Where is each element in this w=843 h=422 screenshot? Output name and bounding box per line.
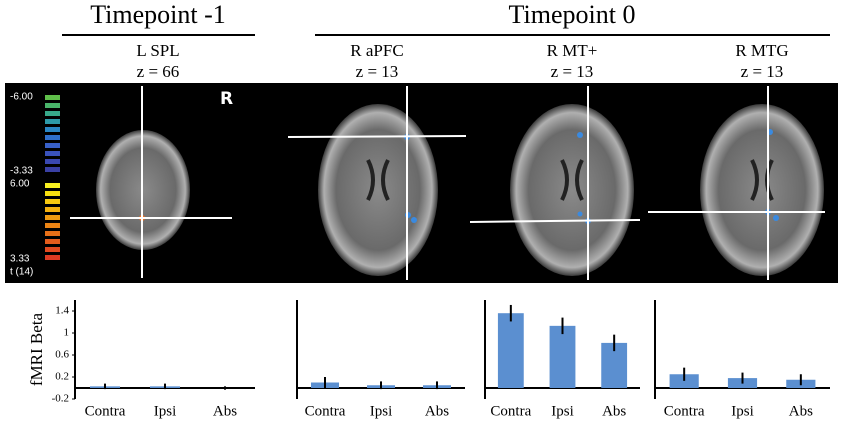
y-axis-label: fMRI Beta [27,312,46,386]
colorbar-label: -3.33 [10,166,33,177]
y-tick-label: 0.2 [55,371,69,383]
slice-label: z = 13 [356,62,399,81]
slice-label: z = 13 [741,62,784,81]
slice-label: z = 66 [137,62,180,81]
x-tick-label: Abs [213,403,237,419]
y-tick-label: 0.6 [55,349,69,361]
region-label: L SPL [136,41,179,60]
bar [497,313,524,388]
x-tick-label: Ipsi [731,403,754,419]
y-tick-label: 1 [64,327,70,339]
region-label: R aPFC [350,41,403,60]
colorbar [45,95,60,260]
x-tick-label: Contra [490,403,531,419]
region-label: R MT+ [547,41,598,60]
y-tick-label: -0.2 [52,393,69,405]
timepoint-header: Timepoint 0 [509,0,636,29]
slice-label: z = 13 [551,62,594,81]
x-tick-label: Contra [85,403,126,419]
y-tick-label: 1.4 [55,305,69,317]
x-tick-label: Contra [305,403,346,419]
x-tick-label: Ipsi [370,403,393,419]
x-tick-label: Abs [425,403,449,419]
colorbar-label: 3.33 [10,254,30,265]
x-tick-label: Ipsi [551,403,574,419]
x-tick-label: Ipsi [154,403,177,419]
brain-slices [70,86,825,280]
colorbar-stat: t (14) [10,267,33,278]
colorbar-label: 6.00 [10,179,30,190]
colorbar-label: -6.00 [10,92,33,103]
timepoint-header: Timepoint -1 [90,0,226,29]
bar [549,325,576,388]
x-tick-label: Contra [664,403,705,419]
x-tick-label: Abs [602,403,626,419]
bar [669,374,699,388]
orientation-label: R [220,89,233,109]
x-tick-label: Abs [789,403,813,419]
region-label: R MTG [735,41,788,60]
